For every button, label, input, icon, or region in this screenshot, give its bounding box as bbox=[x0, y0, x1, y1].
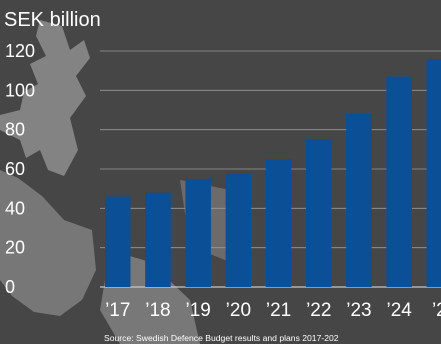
x-tick-label: ’23 bbox=[346, 300, 371, 321]
bar bbox=[185, 178, 211, 287]
bar bbox=[225, 172, 252, 287]
y-tick-label: 60 bbox=[5, 159, 25, 179]
x-tick-label: ’18 bbox=[145, 300, 170, 321]
x-tick-label: ’20 bbox=[226, 300, 251, 321]
x-tick-label: ’2 bbox=[432, 300, 441, 321]
bar bbox=[265, 159, 292, 287]
y-axis-unit-label: SEK billion bbox=[4, 9, 101, 31]
bar bbox=[145, 192, 171, 287]
y-tick-label: 0 bbox=[5, 277, 15, 297]
y-tick-label: 40 bbox=[5, 198, 25, 218]
x-tick-label: ’19 bbox=[185, 300, 210, 321]
bar bbox=[306, 139, 332, 287]
x-tick-label: ’24 bbox=[386, 300, 412, 321]
x-tick-label: ’21 bbox=[266, 300, 291, 321]
x-axis-labels: ’17 ’18 ’19 ’20 ’21 ’22 ’23 ’24 ’2 bbox=[105, 300, 441, 321]
bar bbox=[105, 196, 131, 287]
y-axis-ticks: 0 20 40 60 80 100 120 bbox=[5, 41, 35, 297]
x-tick-label: ’17 bbox=[105, 300, 130, 321]
y-tick-label: 120 bbox=[5, 41, 35, 61]
y-tick-label: 100 bbox=[5, 80, 35, 100]
source-note: Source: Swedish Defence Budget results a… bbox=[104, 333, 339, 343]
y-tick-label: 20 bbox=[5, 238, 25, 258]
bar bbox=[386, 76, 412, 287]
bar bbox=[426, 58, 441, 287]
y-tick-label: 80 bbox=[5, 120, 25, 140]
bar bbox=[346, 113, 372, 287]
x-tick-label: ’22 bbox=[306, 300, 331, 321]
europe-map-background bbox=[0, 20, 250, 344]
bars bbox=[105, 58, 441, 287]
